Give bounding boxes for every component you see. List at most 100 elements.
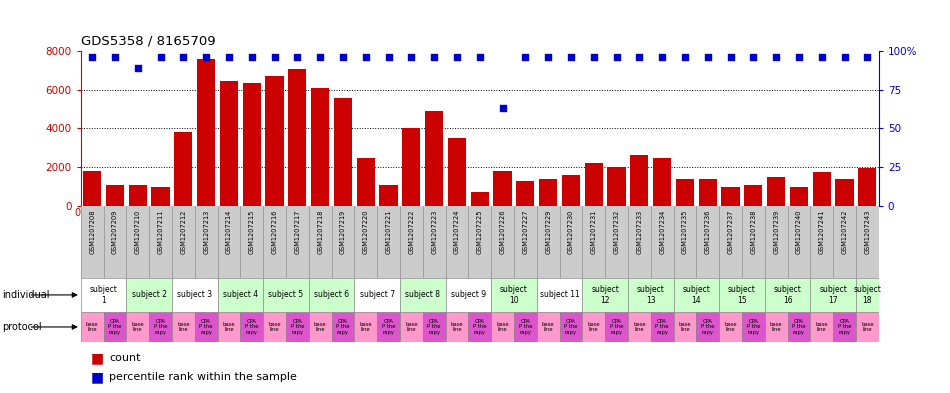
Text: subject
12: subject 12 (591, 285, 619, 305)
Text: GSM1207218: GSM1207218 (317, 209, 323, 254)
Point (449, 54, 465, 61)
Point (495, 105, 510, 112)
Text: ■: ■ (90, 351, 104, 365)
Point (153, 54, 168, 61)
Bar (630, 154, 649, 206)
Point (814, 54, 829, 61)
Bar (516, 181, 535, 206)
Bar (674, 278, 719, 312)
Text: CPA
P the
rapy: CPA P the rapy (473, 319, 486, 335)
Bar (675, 179, 694, 206)
Point (677, 54, 693, 61)
Text: count: count (109, 353, 141, 364)
Bar (607, 167, 626, 206)
Point (358, 54, 373, 61)
Bar (263, 312, 286, 342)
Point (85, 54, 100, 61)
Bar (833, 312, 856, 342)
Text: base
line: base line (177, 321, 190, 332)
Bar (788, 312, 810, 342)
Bar (719, 278, 765, 312)
Point (244, 54, 259, 61)
Bar (493, 171, 512, 206)
Text: CPA
P the
rapy: CPA P the rapy (200, 319, 213, 335)
Bar (856, 278, 879, 312)
Text: subject
15: subject 15 (728, 285, 756, 305)
Text: subject 9: subject 9 (451, 290, 485, 299)
Bar (810, 278, 856, 312)
Text: subject 5: subject 5 (269, 290, 303, 299)
Bar (149, 312, 172, 342)
Text: subject
10: subject 10 (500, 285, 528, 305)
Bar (561, 175, 580, 206)
Point (107, 54, 123, 61)
Text: CPA
P the
rapy: CPA P the rapy (428, 319, 441, 335)
Text: CPA
P the
rapy: CPA P the rapy (382, 319, 395, 335)
Text: base
line: base line (268, 321, 281, 332)
Text: base
line: base line (222, 321, 236, 332)
Bar (744, 185, 763, 206)
Bar (377, 312, 400, 342)
Bar (311, 88, 330, 206)
Bar (309, 278, 354, 312)
Text: subject 4: subject 4 (223, 290, 257, 299)
Bar (425, 111, 444, 206)
Text: GSM1207214: GSM1207214 (226, 209, 232, 254)
Text: GSM1207231: GSM1207231 (591, 209, 597, 254)
Point (199, 54, 214, 61)
Text: subject
13: subject 13 (636, 285, 665, 305)
Text: base
line: base line (678, 321, 692, 332)
Bar (288, 68, 307, 206)
Bar (263, 278, 309, 312)
Bar (354, 312, 377, 342)
Text: GSM1207236: GSM1207236 (705, 209, 711, 254)
Bar (628, 278, 674, 312)
Bar (195, 312, 218, 342)
Point (176, 54, 191, 61)
Text: base
line: base line (131, 321, 144, 332)
Bar (789, 187, 808, 206)
Bar (491, 312, 514, 342)
Point (769, 54, 784, 61)
Text: CPA
P the
rapy: CPA P the rapy (656, 319, 669, 335)
Text: CPA
P the
rapy: CPA P the rapy (108, 319, 122, 335)
Text: percentile rank within the sample: percentile rank within the sample (109, 372, 297, 382)
Bar (174, 132, 193, 206)
Bar (856, 312, 879, 342)
Text: subject
17: subject 17 (819, 285, 847, 305)
Bar (491, 278, 537, 312)
Text: GSM1207215: GSM1207215 (249, 209, 255, 254)
Bar (83, 171, 102, 206)
Text: GSM1207227: GSM1207227 (522, 209, 528, 254)
Point (130, 65, 145, 71)
Point (335, 54, 351, 61)
Bar (333, 99, 352, 206)
Bar (240, 312, 263, 342)
Point (586, 54, 601, 61)
Text: GSM1207220: GSM1207220 (363, 209, 369, 254)
Bar (698, 179, 717, 206)
Bar (356, 158, 375, 206)
Bar (128, 185, 147, 206)
Text: subject
14: subject 14 (682, 285, 711, 305)
Point (655, 54, 670, 61)
Bar (674, 312, 696, 342)
Point (632, 54, 647, 61)
Bar (605, 312, 628, 342)
Text: 0: 0 (75, 208, 81, 218)
Bar (354, 278, 400, 312)
Text: CPA
P the
rapy: CPA P the rapy (291, 319, 304, 335)
Point (290, 54, 305, 61)
Bar (172, 278, 218, 312)
Text: GSM1207243: GSM1207243 (864, 209, 870, 254)
Bar (218, 312, 240, 342)
Text: GSM1207232: GSM1207232 (614, 209, 619, 254)
Text: GSM1207211: GSM1207211 (158, 209, 163, 254)
Text: subject 6: subject 6 (314, 290, 349, 299)
Text: GSM1207212: GSM1207212 (180, 209, 186, 254)
Text: CPA
P the
rapy: CPA P the rapy (564, 319, 578, 335)
Bar (696, 312, 719, 342)
Text: GSM1207219: GSM1207219 (340, 209, 346, 254)
Bar (197, 59, 216, 206)
Bar (582, 278, 628, 312)
